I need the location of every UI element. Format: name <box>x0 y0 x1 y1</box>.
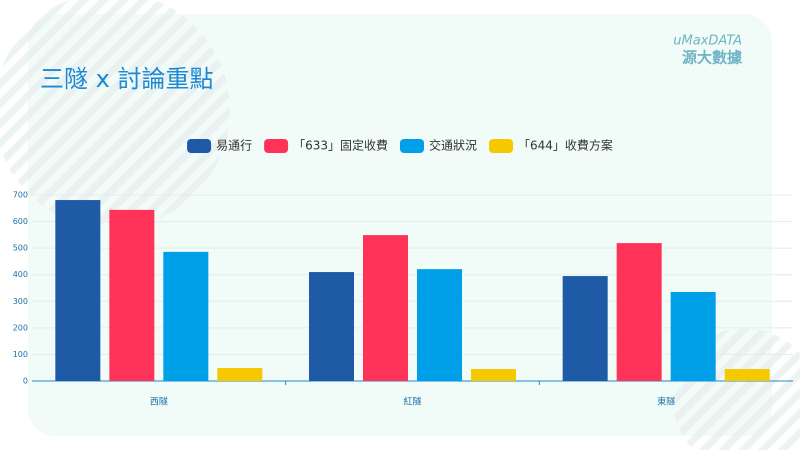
y-tick-label: 300 <box>13 297 28 306</box>
legend-swatch <box>264 139 289 153</box>
bar <box>55 200 101 381</box>
legend-swatch <box>187 139 212 153</box>
y-tick-label: 400 <box>13 270 28 279</box>
bar <box>309 272 354 381</box>
y-tick-label: 700 <box>13 191 28 200</box>
x-tick-label: 西隧 <box>150 396 168 408</box>
bar <box>670 291 716 381</box>
brand-name: uMaxDATA <box>673 34 742 49</box>
legend-swatch <box>489 139 514 153</box>
y-tick-label: 0 <box>23 377 28 386</box>
bar <box>109 209 155 381</box>
legend-swatch <box>400 139 424 153</box>
y-tick-label: 100 <box>13 350 28 359</box>
bar <box>471 369 516 381</box>
y-tick-label: 200 <box>13 323 28 332</box>
bar <box>562 276 608 381</box>
y-tick-label: 600 <box>13 217 28 226</box>
bar <box>616 243 662 381</box>
bar <box>417 269 462 381</box>
legend-label: 交通狀況 <box>429 138 477 153</box>
legend-label: 易通行 <box>216 139 252 153</box>
bar <box>217 367 263 381</box>
legend-label: 「644」收費方案 <box>518 138 613 153</box>
brand-subtitle: 源大數據 <box>682 49 743 67</box>
bar <box>363 235 408 381</box>
legend-label: 「633」固定收費 <box>293 138 388 153</box>
bar <box>163 251 209 381</box>
x-tick-label: 東隧 <box>657 396 675 408</box>
decoration <box>0 0 230 228</box>
x-tick-label: 紅隧 <box>403 396 421 408</box>
chart-title: 三隧 x 討論重點 <box>40 65 213 93</box>
y-tick-label: 500 <box>13 244 28 253</box>
bar <box>724 369 770 381</box>
